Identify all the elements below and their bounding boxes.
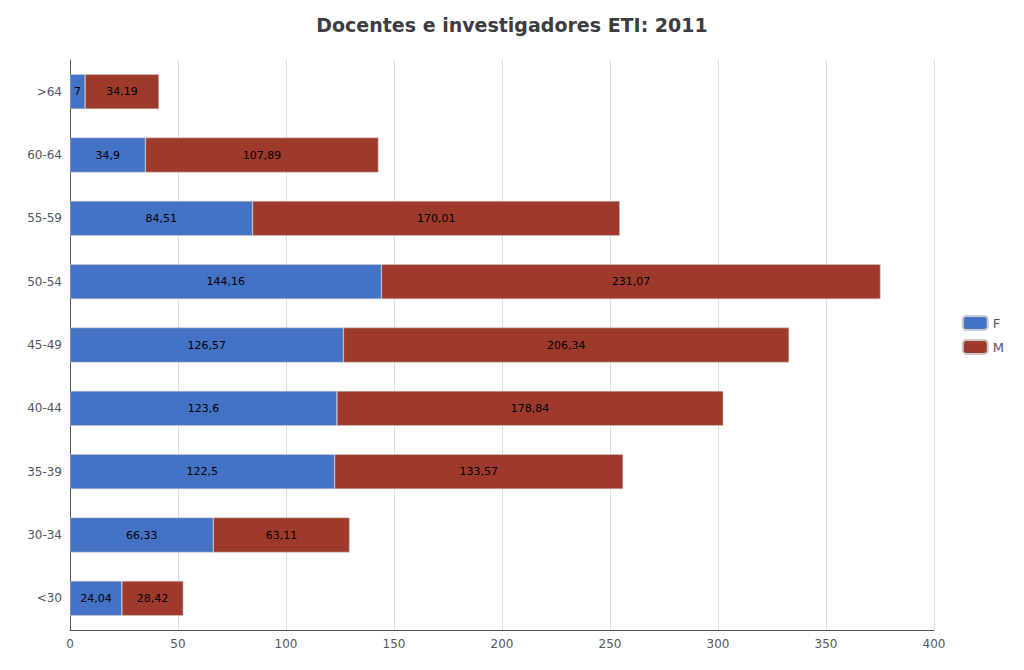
svg-text:350: 350 <box>815 637 838 651</box>
svg-text:50: 50 <box>170 637 185 651</box>
svg-text:55-59: 55-59 <box>27 211 62 225</box>
svg-text:122,5: 122,5 <box>187 465 219 478</box>
svg-text:231,07: 231,07 <box>612 275 651 288</box>
svg-text:M: M <box>993 340 1004 355</box>
svg-text:170,01: 170,01 <box>417 212 456 225</box>
svg-text:250: 250 <box>599 637 622 651</box>
svg-text:30-34: 30-34 <box>27 528 62 542</box>
svg-text:63,11: 63,11 <box>266 529 298 542</box>
svg-text:28,42: 28,42 <box>137 592 169 605</box>
svg-text:178,84: 178,84 <box>511 402 550 415</box>
svg-text:40-44: 40-44 <box>27 401 62 415</box>
svg-text:F: F <box>993 316 1000 331</box>
svg-text:123,6: 123,6 <box>188 402 220 415</box>
svg-text:150: 150 <box>383 637 406 651</box>
svg-text:133,57: 133,57 <box>460 465 499 478</box>
svg-text:<30: <30 <box>37 591 62 605</box>
svg-text:206,34: 206,34 <box>547 339 586 352</box>
svg-text:34,9: 34,9 <box>95 149 120 162</box>
svg-text:84,51: 84,51 <box>146 212 178 225</box>
svg-text:300: 300 <box>707 637 730 651</box>
svg-text:45-49: 45-49 <box>27 338 62 352</box>
svg-text:400: 400 <box>923 637 946 651</box>
svg-text:0: 0 <box>66 637 74 651</box>
svg-text:126,57: 126,57 <box>187 339 226 352</box>
svg-text:200: 200 <box>491 637 514 651</box>
svg-text:100: 100 <box>275 637 298 651</box>
svg-text:66,33: 66,33 <box>126 529 158 542</box>
svg-text:50-54: 50-54 <box>27 275 62 289</box>
svg-text:60-64: 60-64 <box>27 148 62 162</box>
svg-text:35-39: 35-39 <box>27 465 62 479</box>
svg-text:107,89: 107,89 <box>243 149 282 162</box>
svg-text:7: 7 <box>74 85 81 98</box>
svg-text:24,04: 24,04 <box>80 592 112 605</box>
svg-text:34,19: 34,19 <box>106 85 138 98</box>
svg-text:Docentes e investigadores ETI:: Docentes e investigadores ETI: 2011 <box>316 14 707 36</box>
svg-text:144,16: 144,16 <box>206 275 245 288</box>
svg-text:>64: >64 <box>37 85 62 99</box>
